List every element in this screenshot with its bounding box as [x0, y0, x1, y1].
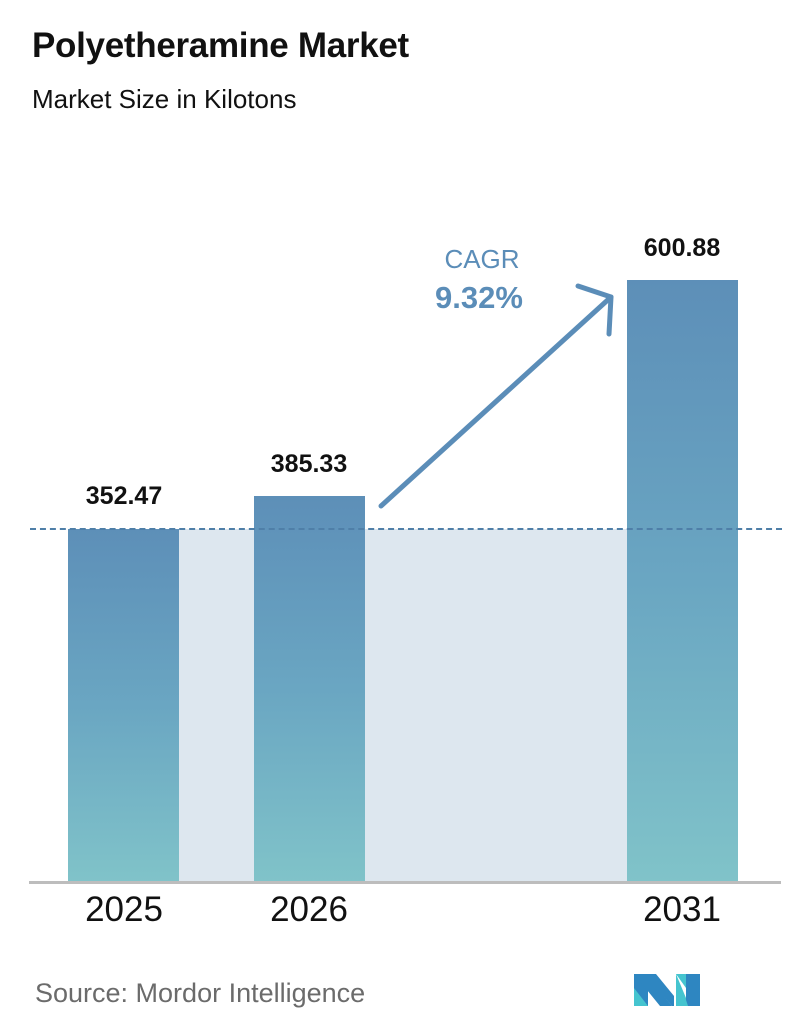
- bar-value-2025: 352.47: [85, 482, 163, 510]
- bar-value-2031: 600.88: [643, 234, 721, 262]
- x-tick-2031: 2031: [643, 890, 721, 929]
- x-tick-2025: 2025: [85, 890, 163, 929]
- cagr-label: CAGR: [444, 244, 520, 274]
- bar-2026: [254, 496, 365, 882]
- mordor-intelligence-logo-icon: [634, 974, 700, 1006]
- bar-2031: [627, 280, 738, 882]
- bar-value-2026: 385.33: [270, 450, 348, 478]
- source-text: Source: Mordor Intelligence: [35, 978, 366, 1008]
- bar-2025: [68, 529, 179, 882]
- x-tick-2026: 2026: [270, 890, 348, 929]
- x-axis-baseline: [29, 881, 781, 884]
- cagr-value: 9.32%: [435, 280, 523, 315]
- shaded-background-panel: [68, 529, 738, 882]
- chart-title: Polyetheramine Market: [32, 26, 409, 65]
- reference-dashed-line: [30, 528, 782, 530]
- chart-subtitle: Market Size in Kilotons: [32, 84, 297, 114]
